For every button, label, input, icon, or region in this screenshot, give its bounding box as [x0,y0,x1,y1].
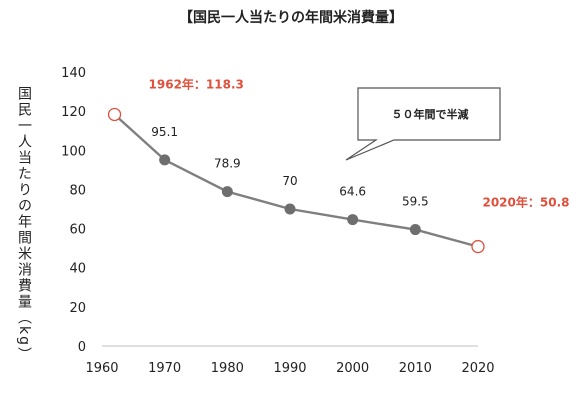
y-tick-label: 140 [61,66,86,81]
x-tick-label: 1980 [211,361,244,376]
highlight-label-end: 2020年：50.8 [482,195,569,210]
x-axis-ticks: 1960 1970 1980 1990 2000 2010 2020 [85,361,494,376]
x-tick-label: 2020 [461,361,494,376]
annotation-text: ５０年間で半減 [392,107,469,121]
data-point [409,224,421,236]
annotation-bubble [345,87,501,161]
y-tick-label: 100 [61,144,86,159]
chart-title: 【国民一人当たりの年間米消費量】 [179,9,403,26]
data-point [284,203,296,215]
y-axis-ticks: 0 20 40 60 80 100 120 140 [61,66,86,355]
x-tick-label: 1970 [148,361,181,376]
data-point-highlight [107,107,122,122]
y-tick-label: 20 [69,301,86,316]
x-tick-label: 2010 [399,361,432,376]
data-point [159,154,171,166]
y-tick-label: 80 [69,183,86,198]
data-label: 78.9 [214,157,241,171]
y-tick-label: 120 [61,105,86,120]
annotation-callout: ５０年間で半減 [345,87,501,161]
data-label: 59.5 [402,195,429,209]
y-tick-label: 40 [69,262,86,277]
y-axis-title: 国民一人当たりの年間米消費量（kg） [16,86,32,363]
data-label: 70 [282,174,297,188]
data-point [221,186,233,198]
data-point [347,214,359,226]
data-label: 64.6 [339,185,366,199]
data-labels: 95.1 78.9 70 64.6 59.5 1962年：118.3 2020年：50.8 [149,76,570,209]
x-tick-label: 2000 [336,361,369,376]
x-tick-label: 1960 [85,361,118,376]
y-tick-label: 0 [78,340,86,355]
data-point-highlight [471,239,485,254]
x-tick-label: 1990 [273,361,306,376]
y-tick-label: 60 [69,223,86,238]
highlight-label-start: 1962年：118.3 [149,76,244,91]
data-points [107,107,485,254]
data-label: 95.1 [151,125,178,139]
